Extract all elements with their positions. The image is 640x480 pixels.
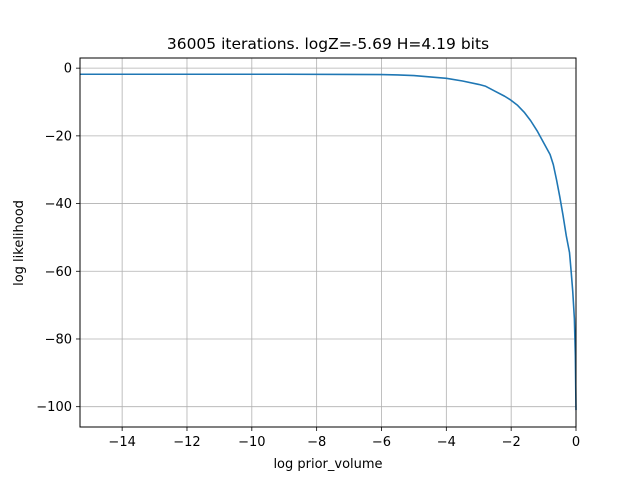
y-tick-label: −60: [45, 265, 72, 280]
x-tick-label: −10: [238, 435, 265, 450]
y-tick-label: −100: [36, 400, 72, 415]
x-tick-label: −12: [173, 435, 200, 450]
tick-layer: −14 −12 −10 −8 −6 −4 −2 00−20−40−60−80−100: [36, 62, 580, 450]
x-tick-label: −2: [502, 435, 521, 450]
x-tick-label: −8: [307, 435, 326, 450]
x-tick-label: −6: [372, 435, 391, 450]
y-tick-label: 0: [64, 62, 72, 77]
chart-title: 36005 iterations. logZ=-5.69 H=4.19 bits: [167, 35, 489, 53]
series-layer: [80, 73, 577, 411]
y-tick-label: −40: [45, 197, 72, 212]
x-tick-label: −4: [437, 435, 456, 450]
y-tick-label: −20: [45, 129, 72, 144]
y-tick-label: −80: [45, 332, 72, 347]
grid-lines: [80, 58, 577, 427]
plot-frame: [79, 57, 577, 428]
x-tick-label: −14: [108, 435, 135, 450]
x-tick-label: 0: [572, 435, 580, 450]
x-axis-label: log prior_volume: [273, 457, 382, 472]
series-line: [80, 73, 577, 411]
y-axis-label: log likelihood: [12, 200, 27, 286]
